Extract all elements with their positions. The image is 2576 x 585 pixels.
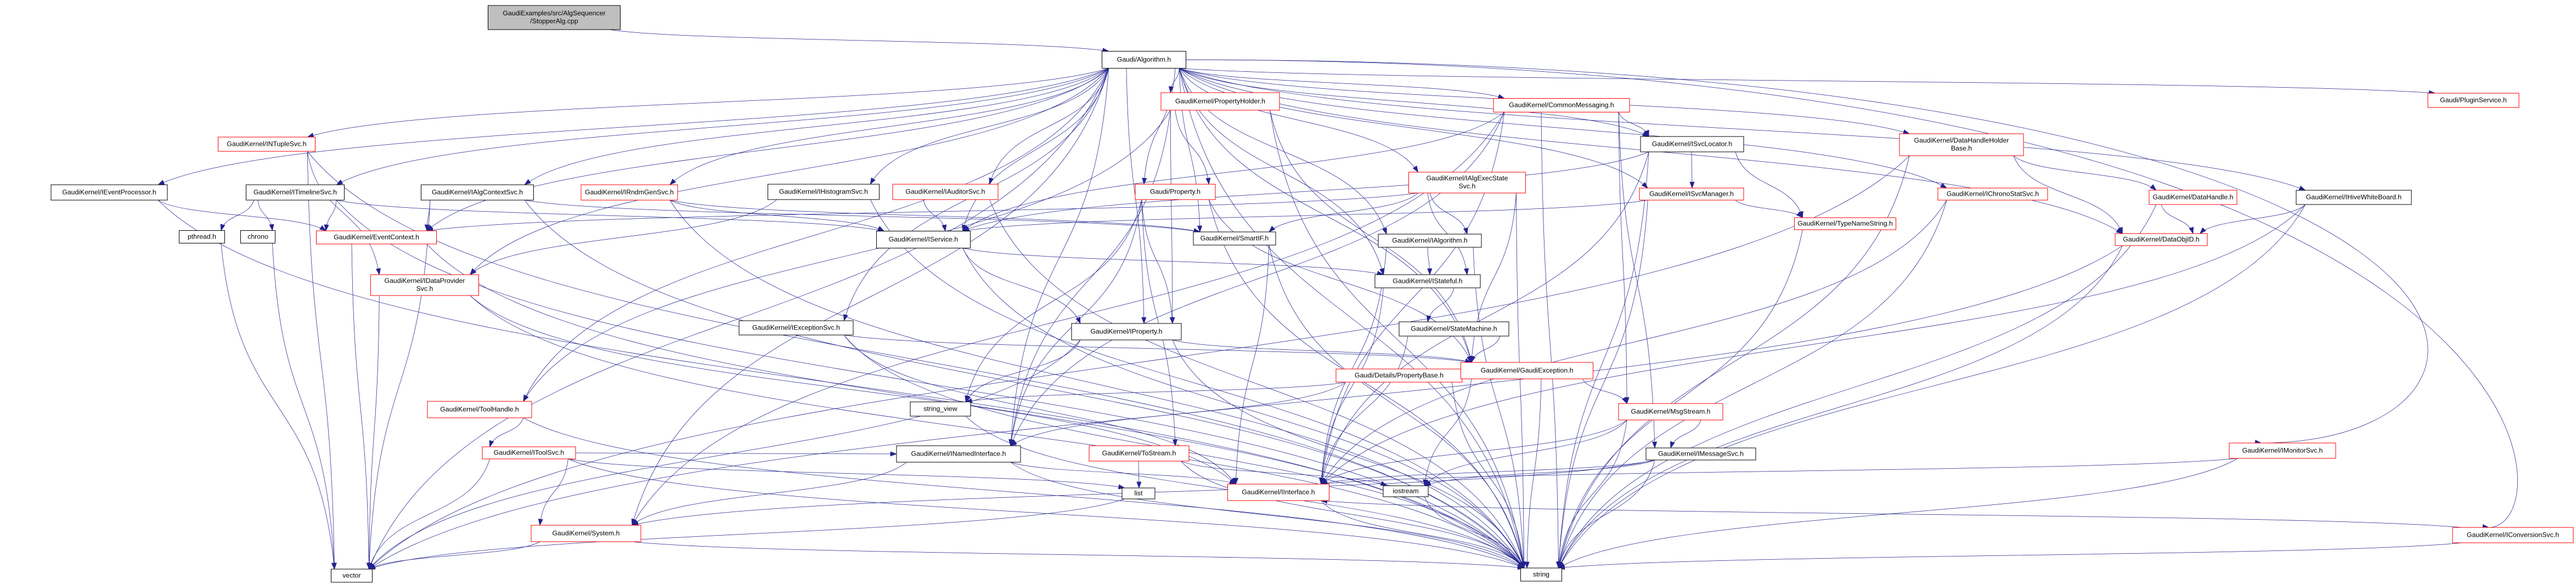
svg-text:Gaudi/PluginService.h: Gaudi/PluginService.h — [2440, 96, 2507, 104]
svg-text:GaudiKernel/ToolHandle.h: GaudiKernel/ToolHandle.h — [440, 406, 519, 413]
svg-text:GaudiKernel/IEventProcessor.h: GaudiKernel/IEventProcessor.h — [62, 189, 156, 196]
svg-text:GaudiKernel/IDataProvider: GaudiKernel/IDataProvider — [385, 277, 465, 285]
svg-text:GaudiKernel/ToStream.h: GaudiKernel/ToStream.h — [1102, 450, 1176, 457]
svg-text:GaudiKernel/IAlgExecState: GaudiKernel/IAlgExecState — [1426, 174, 1508, 182]
svg-text:Base.h: Base.h — [1951, 145, 1972, 152]
svg-text:GaudiKernel/ISvcLocator.h: GaudiKernel/ISvcLocator.h — [1652, 140, 1732, 148]
svg-text:GaudiKernel/SmartIF.h: GaudiKernel/SmartIF.h — [1200, 235, 1269, 242]
svg-text:GaudiKernel/ISvcManager.h: GaudiKernel/ISvcManager.h — [1649, 190, 1734, 198]
svg-text:/StopperAlg.cpp: /StopperAlg.cpp — [530, 18, 578, 25]
svg-text:GaudiKernel/IMonitorSvc.h: GaudiKernel/IMonitorSvc.h — [2242, 447, 2323, 455]
svg-text:GaudiKernel/INTupleSvc.h: GaudiKernel/INTupleSvc.h — [227, 140, 306, 148]
svg-text:GaudiKernel/IMessageSvc.h: GaudiKernel/IMessageSvc.h — [1658, 450, 1744, 458]
svg-text:GaudiKernel/ITimelineSvc.h: GaudiKernel/ITimelineSvc.h — [253, 189, 337, 196]
svg-text:GaudiKernel/MsgStream.h: GaudiKernel/MsgStream.h — [1631, 408, 1711, 416]
svg-text:GaudiKernel/IAlgContextSvc.h: GaudiKernel/IAlgContextSvc.h — [432, 189, 523, 196]
svg-text:GaudiKernel/CommonMessaging.h: GaudiKernel/CommonMessaging.h — [1509, 101, 1614, 109]
svg-text:Gaudi/Property.h: Gaudi/Property.h — [1150, 188, 1200, 196]
svg-text:GaudiKernel/DataObjID.h: GaudiKernel/DataObjID.h — [2123, 236, 2200, 243]
svg-text:Gaudi/Details/PropertyBase.h: Gaudi/Details/PropertyBase.h — [1355, 372, 1444, 379]
svg-text:pthread.h: pthread.h — [188, 233, 216, 241]
svg-text:GaudiExamples/src/AlgSequencer: GaudiExamples/src/AlgSequencer — [503, 9, 605, 17]
svg-text:chrono: chrono — [247, 233, 268, 241]
svg-text:list: list — [1134, 490, 1143, 497]
svg-text:GaudiKernel/PropertyHolder.h: GaudiKernel/PropertyHolder.h — [1175, 98, 1265, 105]
svg-text:GaudiKernel/IExceptionSvc.h: GaudiKernel/IExceptionSvc.h — [752, 324, 840, 332]
svg-text:string_view: string_view — [923, 405, 957, 413]
svg-text:GaudiKernel/IProperty.h: GaudiKernel/IProperty.h — [1090, 328, 1162, 336]
svg-text:GaudiKernel/INamedInterface.h: GaudiKernel/INamedInterface.h — [911, 450, 1006, 458]
svg-text:GaudiKernel/IService.h: GaudiKernel/IService.h — [889, 236, 959, 243]
svg-text:GaudiKernel/System.h: GaudiKernel/System.h — [552, 530, 619, 537]
svg-text:GaudiKernel/StateMachine.h: GaudiKernel/StateMachine.h — [1411, 325, 1497, 333]
svg-text:Svc.h: Svc.h — [1459, 183, 1476, 190]
svg-text:GaudiKernel/IAlgorithm.h: GaudiKernel/IAlgorithm.h — [1392, 237, 1468, 245]
svg-text:GaudiKernel/IConversionSvc.h: GaudiKernel/IConversionSvc.h — [2467, 531, 2559, 539]
svg-text:GaudiKernel/EventContext.h: GaudiKernel/EventContext.h — [334, 234, 419, 241]
svg-text:Gaudi/Algorithm.h: Gaudi/Algorithm.h — [1117, 56, 1171, 64]
svg-text:GaudiKernel/IChronoStatSvc.h: GaudiKernel/IChronoStatSvc.h — [1947, 190, 2039, 198]
svg-text:string: string — [1533, 571, 1549, 578]
svg-text:GaudiKernel/DataHandleHolder: GaudiKernel/DataHandleHolder — [1914, 137, 2009, 144]
svg-text:GaudiKernel/IInterface.h: GaudiKernel/IInterface.h — [1242, 489, 1315, 496]
svg-text:GaudiKernel/IRndmGenSvc.h: GaudiKernel/IRndmGenSvc.h — [585, 189, 674, 196]
svg-text:GaudiKernel/GaudiException.h: GaudiKernel/GaudiException.h — [1481, 367, 1574, 374]
svg-text:GaudiKernel/IHistogramSvc.h: GaudiKernel/IHistogramSvc.h — [779, 188, 868, 196]
svg-text:GaudiKernel/IToolSvc.h: GaudiKernel/IToolSvc.h — [494, 449, 565, 457]
svg-text:vector: vector — [342, 572, 361, 580]
svg-text:GaudiKernel/IStateful.h: GaudiKernel/IStateful.h — [1393, 277, 1462, 285]
svg-text:GaudiKernel/TypeNameString.h: GaudiKernel/TypeNameString.h — [1797, 220, 1893, 228]
svg-text:GaudiKernel/IHiveWhiteBoard.h: GaudiKernel/IHiveWhiteBoard.h — [2306, 194, 2402, 201]
svg-text:iostream: iostream — [1393, 487, 1418, 495]
svg-text:GaudiKernel/DataHandle.h: GaudiKernel/DataHandle.h — [2153, 194, 2234, 201]
svg-text:Svc.h: Svc.h — [416, 285, 433, 293]
svg-text:GaudiKernel/IAuditorSvc.h: GaudiKernel/IAuditorSvc.h — [906, 188, 985, 196]
